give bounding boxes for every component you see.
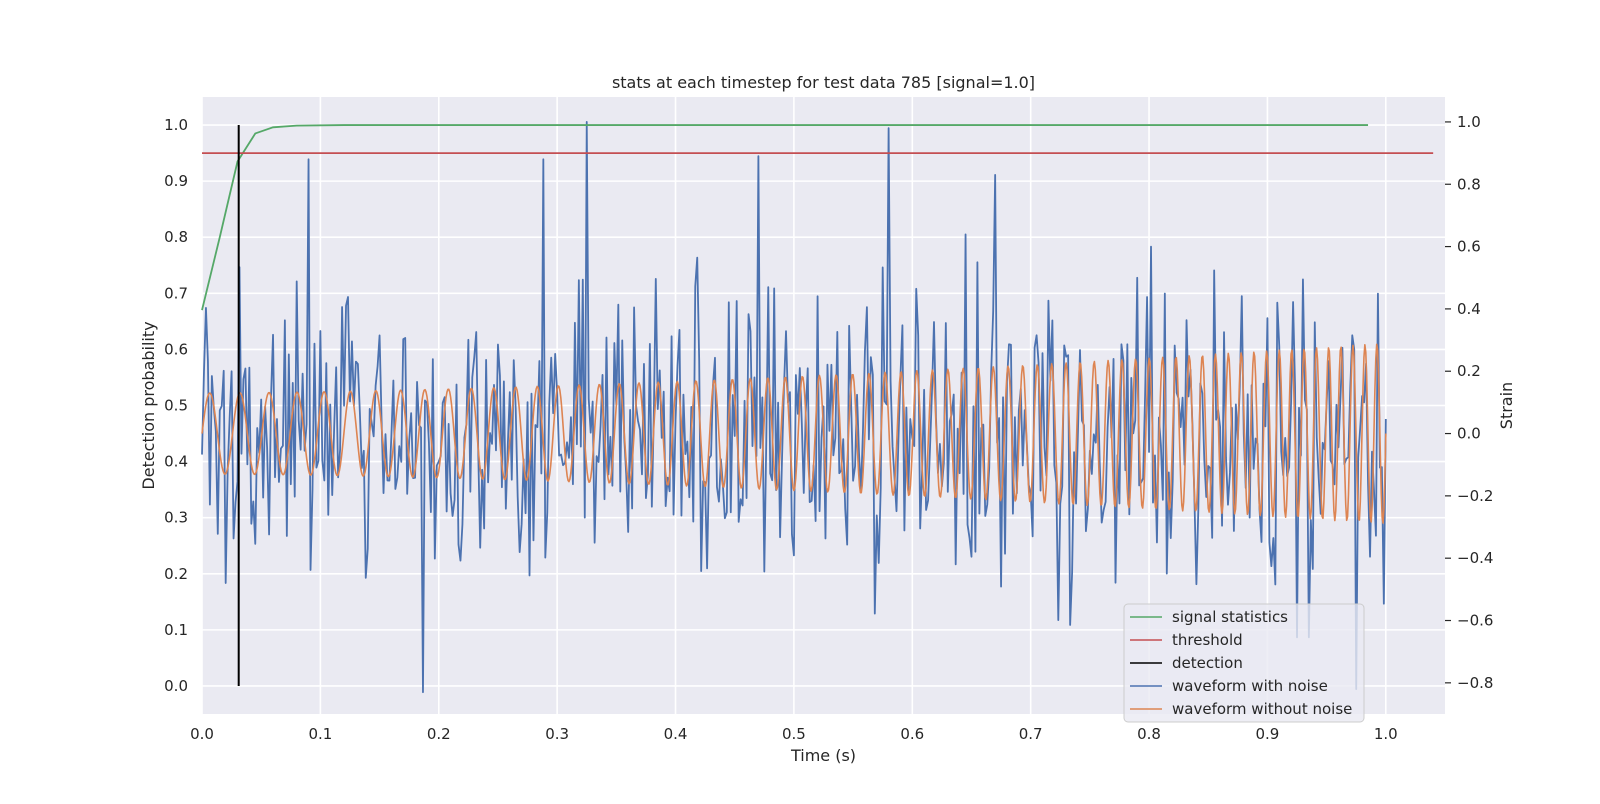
y-tick-label: 0.2 (164, 565, 188, 583)
legend-box (1123, 603, 1365, 723)
x-tick-label: 0.0 (190, 725, 214, 743)
legend-label-waveform-without-noise: waveform without noise (1172, 700, 1352, 718)
x-tick-label: 0.6 (900, 725, 924, 743)
legend: signal statistics threshold detection wa… (1123, 603, 1365, 723)
y-tick-label: 0.4 (164, 453, 188, 471)
y-axis-label: Detection probability (139, 321, 158, 489)
chart-title: stats at each timestep for test data 785… (612, 73, 1035, 92)
x-axis-ticks: 0.0 0.1 0.2 0.3 0.4 0.5 0.6 0.7 0.8 0.9 1.0 (190, 725, 1398, 743)
y-tick-label: 1.0 (164, 116, 188, 134)
x-tick-label: 0.8 (1137, 725, 1161, 743)
y-tick-label: 0.7 (164, 284, 188, 302)
y-tick-label: 0.1 (164, 621, 188, 639)
y2-tick-label: −0.4 (1457, 549, 1493, 567)
y-tick-label: 0.6 (164, 340, 188, 358)
x-tick-label: 0.5 (782, 725, 806, 743)
y2-tick-label: −0.2 (1457, 487, 1493, 505)
x-tick-label: 0.4 (664, 725, 688, 743)
y-axis-ticks: 0.0 0.1 0.2 0.3 0.4 0.5 0.6 0.7 0.8 0.9 1.0 (164, 116, 188, 695)
legend-label-waveform-with-noise: waveform with noise (1172, 677, 1328, 695)
y2-tick-label: 0.8 (1457, 175, 1481, 193)
y-tick-label: 0.0 (164, 677, 188, 695)
legend-label-threshold: threshold (1172, 631, 1243, 649)
y-tick-label: 0.3 (164, 509, 188, 527)
x-tick-label: 0.9 (1255, 725, 1279, 743)
y2-tick-label: 0.2 (1457, 362, 1481, 380)
x-tick-label: 1.0 (1374, 725, 1398, 743)
y2-tick-label: −0.8 (1457, 674, 1493, 692)
y2-tick-label: 0.0 (1457, 425, 1481, 443)
series-line-waveform-with-noise (201, 121, 1387, 694)
legend-label-detection: detection (1172, 654, 1243, 672)
y2-axis-label: Strain (1497, 382, 1516, 429)
y-tick-label: 0.9 (164, 172, 188, 190)
y2-tick-label: 0.4 (1457, 300, 1481, 318)
series-layer (201, 121, 1434, 694)
y2-axis-ticks: −0.8 −0.6 −0.4 −0.2 0.0 0.2 0.4 0.6 0.8 1.0 (1445, 113, 1493, 692)
series-line-waveform-without-noise (201, 343, 1387, 524)
x-axis-label: Time (s) (790, 746, 856, 765)
x-tick-label: 0.1 (308, 725, 332, 743)
y2-tick-label: 0.6 (1457, 238, 1481, 256)
x-tick-label: 0.7 (1019, 725, 1043, 743)
y-tick-label: 0.8 (164, 228, 188, 246)
series-line-signal-statistics (201, 124, 1369, 311)
x-tick-label: 0.3 (545, 725, 569, 743)
y2-tick-label: −0.6 (1457, 612, 1493, 630)
x-tick-label: 0.2 (427, 725, 451, 743)
legend-label-signal-statistics: signal statistics (1172, 608, 1288, 626)
y2-tick-label: 1.0 (1457, 113, 1481, 131)
y-tick-label: 0.5 (164, 397, 188, 415)
